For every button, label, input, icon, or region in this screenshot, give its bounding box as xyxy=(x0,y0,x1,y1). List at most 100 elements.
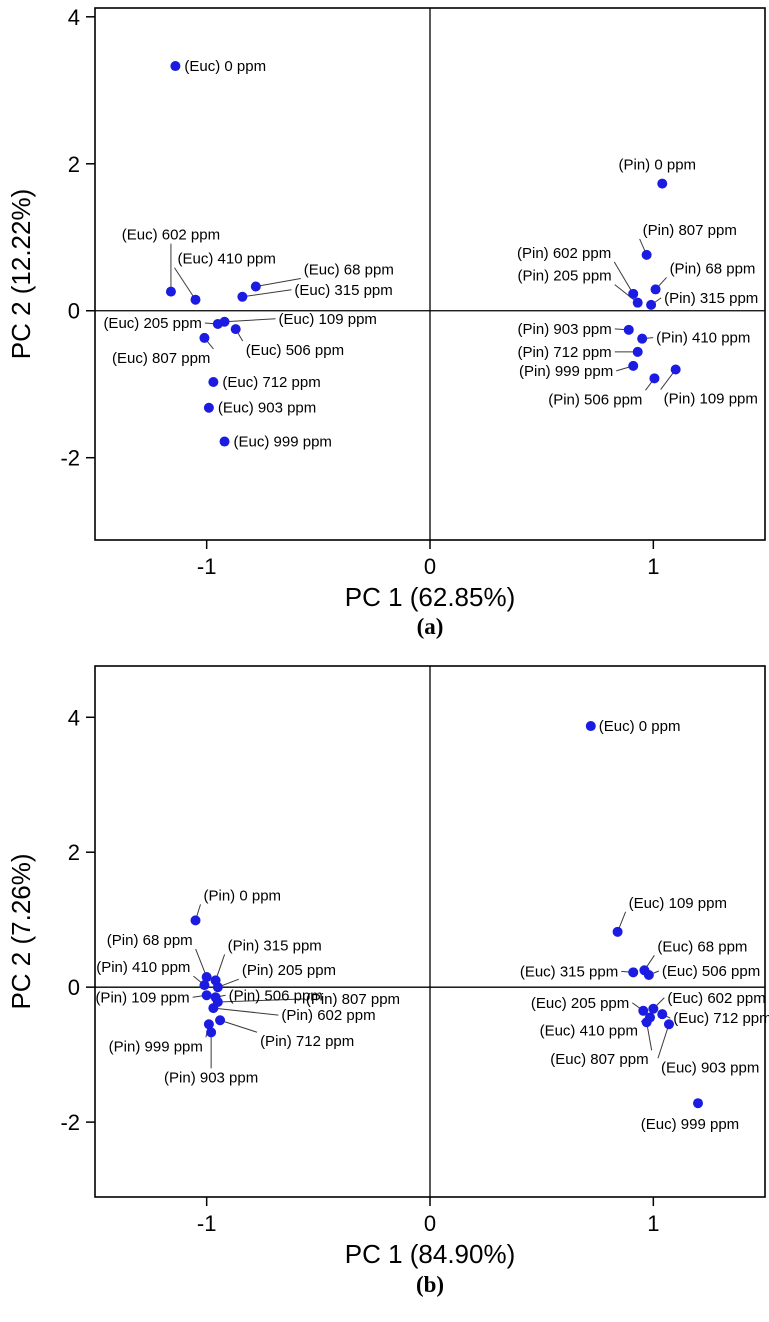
data-point xyxy=(632,297,643,308)
data-point xyxy=(165,286,176,297)
point-label: (Euc) 109 ppm xyxy=(279,311,377,328)
y-axis-title: PC 2 (7.26%) xyxy=(6,853,36,1009)
data-point xyxy=(643,970,654,981)
x-tick-label: -1 xyxy=(197,554,217,579)
point-label: (Euc) 410 ppm xyxy=(178,251,276,268)
data-point xyxy=(199,332,210,343)
subfigure-label-b: (b) xyxy=(415,1272,445,1297)
point-label: (Euc) 68 ppm xyxy=(304,261,394,278)
label-leader-line xyxy=(255,277,301,287)
point-label: (Pin) 315 ppm xyxy=(664,290,758,307)
point-label: (Pin) 999 ppm xyxy=(109,1038,203,1055)
data-point xyxy=(623,324,634,335)
scatter-plot-a: -1 0 1 -2 0 2 4 PC 1 (62.85%) PC 2 (12.22%) (Euc)… xyxy=(6,5,766,612)
x-tick-label: 0 xyxy=(424,1211,436,1236)
data-point xyxy=(215,1015,226,1026)
y-tick-label: 2 xyxy=(68,152,80,177)
data-point xyxy=(190,294,201,305)
point-label: (Euc) 205 ppm xyxy=(531,995,629,1012)
point-label: (Pin) 109 ppm xyxy=(95,989,189,1006)
label-leader-line xyxy=(219,1019,258,1033)
data-point xyxy=(250,281,261,292)
point-label: (Euc) 0 ppm xyxy=(599,718,681,735)
point-label: (Euc) 999 ppm xyxy=(234,434,332,451)
point-label: (Pin) 807 ppm xyxy=(306,991,400,1008)
y-tick-label: -2 xyxy=(60,446,80,471)
y-tick-label: 2 xyxy=(68,840,80,865)
point-label: (Pin) 506 ppm xyxy=(229,987,323,1004)
y-tick-label: -2 xyxy=(60,1110,80,1135)
point-label: (Pin) 410 ppm xyxy=(96,959,190,976)
label-leader-line xyxy=(213,1007,279,1016)
series-pin: (Pin) 0 ppm (Pin) 807 ppm (Pin) 602 ppm (Pi… xyxy=(517,157,758,409)
data-point xyxy=(657,178,668,189)
data-point xyxy=(190,915,201,926)
data-point xyxy=(201,990,212,1001)
label-leader-line xyxy=(224,318,276,323)
point-label: (Pin) 999 ppm xyxy=(519,363,613,380)
point-label: (Euc) 315 ppm xyxy=(294,282,392,299)
point-label: (Pin) 712 ppm xyxy=(517,344,611,361)
data-point xyxy=(663,1019,674,1030)
x-tick-label: 1 xyxy=(647,554,659,579)
label-leader-line xyxy=(613,261,634,295)
data-point xyxy=(199,980,210,991)
point-label: (Euc) 506 ppm xyxy=(662,963,760,980)
point-label: (Pin) 602 ppm xyxy=(517,245,611,262)
y-tick-label: 0 xyxy=(68,975,80,1000)
data-point xyxy=(670,364,681,375)
point-label: (Euc) 999 ppm xyxy=(641,1116,739,1133)
data-point xyxy=(201,972,212,983)
point-label: (Euc) 109 ppm xyxy=(629,895,727,912)
label-leader-line xyxy=(242,289,292,298)
data-point xyxy=(212,318,223,329)
point-label: (Euc) 712 ppm xyxy=(673,1010,769,1027)
label-leader-line xyxy=(657,1024,670,1059)
x-tick-label: -1 xyxy=(197,1211,217,1236)
point-label: (Pin) 109 ppm xyxy=(664,391,758,408)
point-label: (Euc) 903 ppm xyxy=(218,400,316,417)
point-label: (Euc) 506 ppm xyxy=(246,342,344,359)
point-label: (Euc) 602 ppm xyxy=(667,990,765,1007)
data-point xyxy=(641,1017,652,1028)
y-tick-label: 4 xyxy=(68,705,80,730)
data-point xyxy=(638,1005,649,1016)
data-point xyxy=(628,288,639,299)
point-label: (Euc) 315 ppm xyxy=(520,963,618,980)
x-axis-title: PC 1 (62.85%) xyxy=(345,582,516,612)
label-leader-line xyxy=(174,267,196,300)
data-point xyxy=(219,436,230,447)
y-axis-title: PC 2 (12.22%) xyxy=(6,189,36,360)
data-point xyxy=(628,967,639,978)
point-label: (Pin) 807 ppm xyxy=(643,222,737,239)
y-tick-label: 4 xyxy=(68,5,80,30)
label-leader-line xyxy=(217,998,303,1003)
data-point xyxy=(649,373,660,384)
point-label: (Pin) 205 ppm xyxy=(242,962,336,979)
point-label: (Euc) 712 ppm xyxy=(222,374,320,391)
data-point xyxy=(650,284,661,295)
point-label: (Pin) 0 ppm xyxy=(619,157,697,174)
point-label: (Euc) 602 ppm xyxy=(122,227,220,244)
series-euc: (Euc) 0 ppm (Euc) 602 ppm (Euc) 410 ppm (Eu… xyxy=(103,58,393,450)
data-point xyxy=(203,1019,214,1030)
scatter-plot-b: -1 0 1 -2 0 2 4 PC 1 (84.90%) PC 2 (7.26%) (Pin) … xyxy=(6,665,769,1269)
subfigure-label-a: (a) xyxy=(416,614,444,639)
data-point xyxy=(208,1003,219,1014)
point-label: (Pin) 315 ppm xyxy=(228,937,322,954)
point-label: (Pin) 712 ppm xyxy=(260,1033,354,1050)
point-label: (Pin) 602 ppm xyxy=(281,1007,375,1024)
data-point xyxy=(170,61,181,72)
point-label: (Pin) 0 ppm xyxy=(204,887,282,904)
data-point xyxy=(646,299,657,310)
point-label: (Pin) 903 ppm xyxy=(164,1069,258,1086)
data-point xyxy=(612,926,623,937)
point-label: (Pin) 506 ppm xyxy=(548,391,642,408)
point-label: (Pin) 68 ppm xyxy=(107,932,193,949)
data-point xyxy=(641,249,652,260)
data-point xyxy=(632,346,643,357)
data-point xyxy=(693,1098,703,1109)
x-tick-label: 1 xyxy=(647,1211,659,1236)
data-point xyxy=(648,1003,659,1014)
